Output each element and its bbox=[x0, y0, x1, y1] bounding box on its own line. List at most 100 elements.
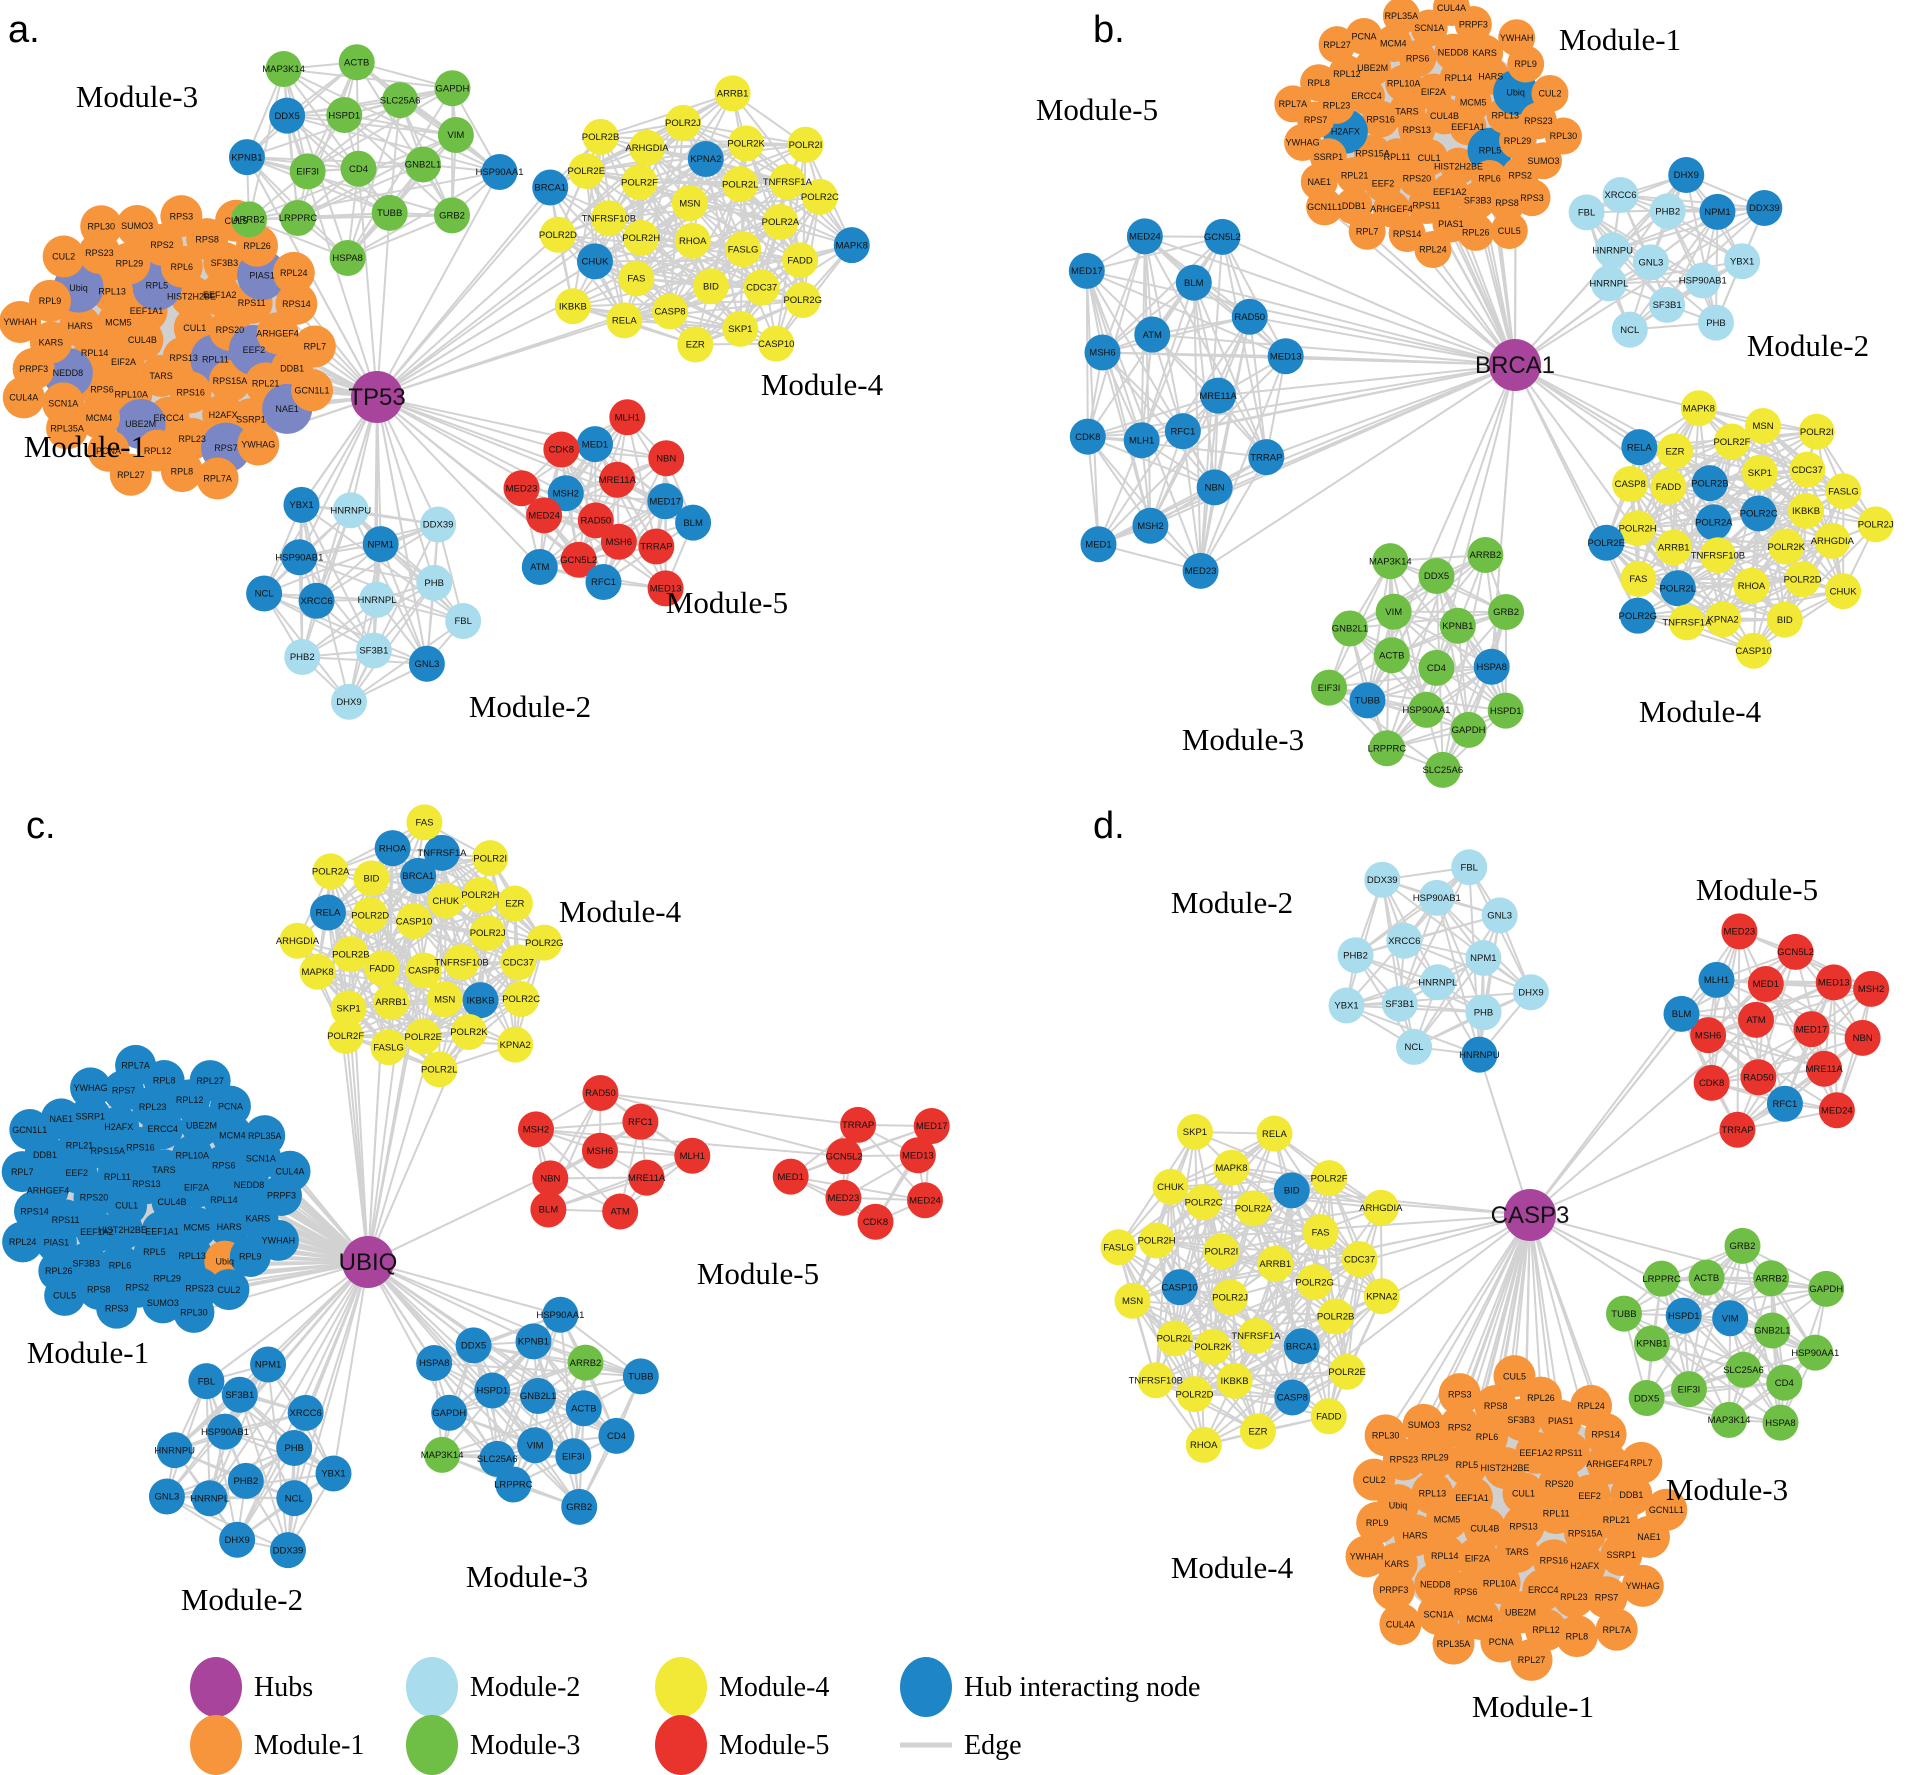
node-mre11a[interactable] bbox=[1200, 377, 1237, 414]
node-sf3b3[interactable] bbox=[1459, 181, 1497, 219]
node-rpl8[interactable] bbox=[160, 450, 203, 493]
node-bid[interactable] bbox=[1766, 601, 1803, 638]
node-polr2b[interactable] bbox=[582, 118, 619, 155]
node-brca1[interactable] bbox=[532, 169, 569, 206]
node-faslg[interactable] bbox=[370, 1029, 407, 1066]
node-med13[interactable] bbox=[899, 1137, 936, 1174]
node-tars[interactable] bbox=[1495, 1530, 1538, 1573]
node-med1[interactable] bbox=[772, 1158, 809, 1195]
node-xrcc6[interactable] bbox=[298, 582, 335, 619]
node-eef1a2[interactable] bbox=[1515, 1431, 1558, 1474]
node-fbl[interactable] bbox=[1568, 194, 1605, 231]
node-tnfrsf10b[interactable] bbox=[1137, 1362, 1174, 1399]
node-polr2e[interactable] bbox=[1588, 524, 1625, 561]
node-msh2[interactable] bbox=[1853, 970, 1890, 1007]
node-nbn[interactable] bbox=[648, 440, 685, 477]
node-map3k14[interactable] bbox=[424, 1436, 461, 1473]
node-med23[interactable] bbox=[503, 470, 540, 507]
node-kpnb1[interactable] bbox=[515, 1323, 552, 1360]
node-polr2j[interactable] bbox=[664, 104, 701, 141]
node-cul5[interactable] bbox=[44, 1274, 86, 1316]
node-bid[interactable] bbox=[692, 268, 729, 305]
node-ezr[interactable] bbox=[677, 326, 714, 363]
node-polr2a[interactable] bbox=[1695, 504, 1732, 541]
node-hnrnpl[interactable] bbox=[191, 1480, 228, 1517]
node-msh2[interactable] bbox=[547, 475, 584, 512]
node-rpl24[interactable] bbox=[2, 1221, 44, 1263]
node-xrcc6[interactable] bbox=[1386, 922, 1423, 959]
node-hsp90aa1[interactable] bbox=[481, 153, 518, 190]
node-npm1[interactable] bbox=[1699, 193, 1736, 230]
node-cul5[interactable] bbox=[1493, 1355, 1536, 1398]
node-mlh1[interactable] bbox=[609, 399, 646, 436]
node-fbl[interactable] bbox=[188, 1363, 225, 1400]
node-npm1[interactable] bbox=[1465, 940, 1502, 977]
node-phb2[interactable] bbox=[1337, 937, 1374, 974]
node-mre11a[interactable] bbox=[628, 1159, 665, 1196]
node-tnfrsf10b[interactable] bbox=[443, 944, 480, 981]
node-casp8[interactable] bbox=[405, 952, 442, 989]
node-rpl21[interactable] bbox=[1336, 156, 1374, 194]
node-rpl27[interactable] bbox=[1510, 1638, 1553, 1681]
node-actb[interactable] bbox=[338, 44, 375, 81]
node-actb[interactable] bbox=[565, 1390, 602, 1427]
node-rad50[interactable] bbox=[1740, 1059, 1777, 1096]
node-polr2j[interactable] bbox=[1857, 506, 1894, 543]
node-vim[interactable] bbox=[517, 1427, 554, 1464]
node-hnrnpu[interactable] bbox=[156, 1432, 193, 1469]
node-hsp90ab1[interactable] bbox=[1418, 879, 1455, 916]
node-rhoa[interactable] bbox=[674, 222, 711, 259]
node-gnl3[interactable] bbox=[1632, 244, 1669, 281]
node-rad50[interactable] bbox=[582, 1075, 619, 1112]
node-hspd1[interactable] bbox=[326, 97, 363, 134]
node-msh6[interactable] bbox=[1084, 334, 1121, 371]
node-rpl30[interactable] bbox=[1544, 117, 1582, 155]
node-gnb2l1[interactable] bbox=[405, 146, 442, 183]
node-cdk8[interactable] bbox=[1069, 418, 1106, 455]
node-rpl8[interactable] bbox=[1300, 64, 1338, 102]
node-blm[interactable] bbox=[530, 1191, 567, 1228]
node-polr2c[interactable] bbox=[503, 980, 540, 1017]
node-cd4[interactable] bbox=[1418, 649, 1455, 686]
node-eif3i[interactable] bbox=[289, 153, 326, 190]
node-ddx39[interactable] bbox=[420, 506, 457, 543]
node-rpl35a[interactable] bbox=[1382, 0, 1420, 35]
node-msh6[interactable] bbox=[600, 523, 637, 560]
node-arrb1[interactable] bbox=[1655, 529, 1692, 566]
node-rpl29[interactable] bbox=[1413, 1436, 1456, 1479]
node-kpna2[interactable] bbox=[1363, 1278, 1400, 1315]
node-atm[interactable] bbox=[602, 1193, 639, 1230]
node-gnb2l1[interactable] bbox=[520, 1377, 557, 1414]
node-rps11[interactable] bbox=[1547, 1431, 1590, 1474]
node-nbn[interactable] bbox=[532, 1160, 569, 1197]
node-gnl3[interactable] bbox=[1481, 897, 1518, 934]
node-trrap[interactable] bbox=[1248, 439, 1285, 476]
node-xrcc6[interactable] bbox=[287, 1394, 324, 1431]
node-phb2[interactable] bbox=[284, 638, 321, 675]
node-polr2i[interactable] bbox=[1203, 1233, 1240, 1270]
node-grb2[interactable] bbox=[1724, 1227, 1761, 1264]
node-polr2h[interactable] bbox=[1619, 510, 1656, 547]
node-cd4[interactable] bbox=[340, 150, 377, 187]
node-skp1[interactable] bbox=[1741, 454, 1778, 491]
node-med23[interactable] bbox=[1721, 913, 1758, 950]
node-casp8[interactable] bbox=[1612, 465, 1649, 502]
node-dhx9[interactable] bbox=[1512, 974, 1549, 1011]
node-polr2l[interactable] bbox=[1156, 1320, 1193, 1357]
node-msh2[interactable] bbox=[517, 1111, 554, 1148]
node-mapk8[interactable] bbox=[1680, 390, 1717, 427]
node-msh2[interactable] bbox=[1132, 507, 1169, 544]
node-med24[interactable] bbox=[906, 1182, 943, 1219]
node-mapk8[interactable] bbox=[833, 227, 870, 264]
node-rps3[interactable] bbox=[96, 1287, 138, 1329]
node-nbn[interactable] bbox=[1844, 1019, 1881, 1056]
node-sf3b1[interactable] bbox=[1381, 985, 1418, 1022]
node-rpl7[interactable] bbox=[293, 325, 336, 368]
node-chuk[interactable] bbox=[427, 882, 464, 919]
node-lrpprc[interactable] bbox=[1643, 1260, 1680, 1297]
node-polr2d[interactable] bbox=[1176, 1376, 1213, 1413]
node-cdk8[interactable] bbox=[543, 431, 580, 468]
node-polr2c[interactable] bbox=[1185, 1184, 1222, 1221]
node-hspa8[interactable] bbox=[1762, 1404, 1799, 1441]
node-nbn[interactable] bbox=[1196, 469, 1233, 506]
